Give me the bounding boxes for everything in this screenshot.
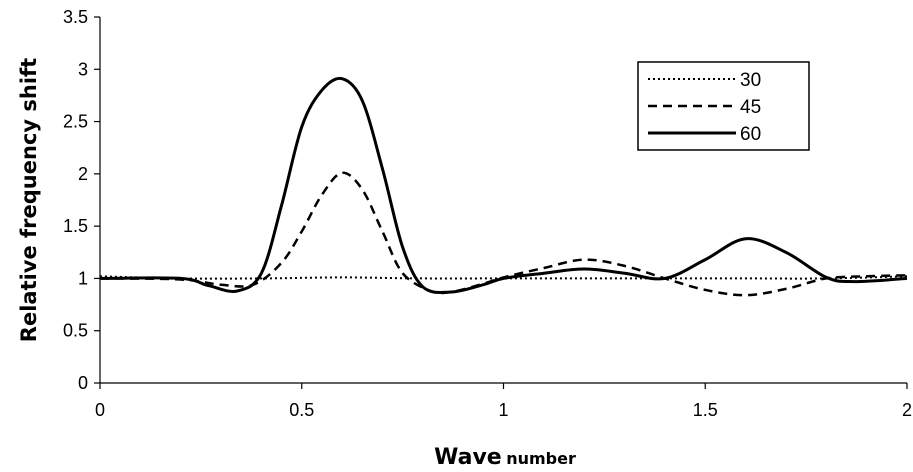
series-layer: [99, 76, 908, 297]
y-tick-label: 1.5: [63, 216, 88, 236]
y-tick-label: 0.5: [63, 321, 88, 341]
x-axis-label-main: Wave: [434, 445, 502, 470]
x-tick-label: 0: [95, 400, 105, 420]
y-tick-label: 0: [78, 373, 88, 393]
y-axis-label: Relative frequency shift: [17, 58, 41, 342]
series-line-60: [99, 76, 908, 295]
y-tick-label: 2: [78, 164, 88, 184]
x-tick-label: 1: [498, 400, 508, 420]
y-tick-label: 2.5: [63, 112, 88, 132]
x-tick-label: 0.5: [289, 400, 314, 420]
x-axis-label: Wave number: [434, 445, 576, 470]
legend-label-45: 45: [740, 97, 761, 118]
legend: 30 45 60: [637, 61, 810, 151]
y-tick-label: 3: [78, 59, 88, 79]
legend-label-60: 60: [740, 124, 761, 145]
x-axis-label-sub: number: [506, 449, 576, 468]
y-tick-label: 1: [78, 268, 88, 288]
y-tick-label: 3.5: [63, 7, 88, 27]
series-line-45: [99, 171, 908, 297]
x-tick-label: 2: [902, 400, 912, 420]
legend-label-30: 30: [740, 70, 761, 91]
plot-axes: 0 0.5 1 1.5 2 2.5 3 3.5 0 0.5 1 1.5 2: [63, 7, 912, 420]
x-tick-label: 1.5: [693, 400, 718, 420]
